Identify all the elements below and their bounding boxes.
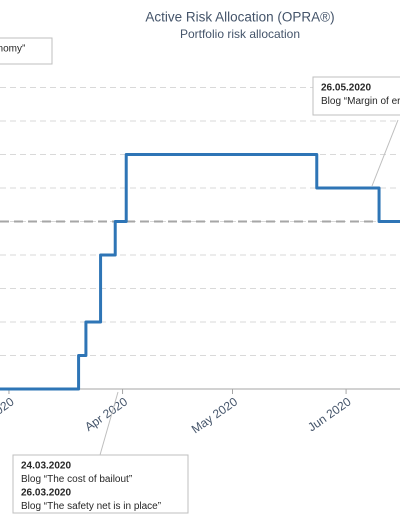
- x-tick-label: Mar 2020: [0, 394, 17, 435]
- annotation-text: Blog “Margin of error”: [321, 96, 400, 107]
- chart-subtitle: Portfolio risk allocation: [180, 27, 300, 41]
- x-tick-label: Apr 2020: [82, 394, 130, 434]
- chart-title: Active Risk Allocation (OPRA®): [145, 10, 334, 25]
- annotation-leader: [371, 119, 399, 187]
- annotation-text: 26.05.2020: [321, 83, 371, 94]
- annotation-text: onomy”: [0, 44, 25, 55]
- annotation-text: Blog “The cost of bailout”: [21, 474, 132, 485]
- annotation-box: [12, 454, 189, 514]
- annotation-box: [312, 76, 400, 116]
- series-line: [0, 153, 400, 391]
- x-tick-label: May 2020: [189, 394, 240, 436]
- annotation-leader: [99, 391, 119, 456]
- annotation-text: 26.03.2020: [21, 488, 71, 499]
- annotation-text: Blog “The safety net is in place”: [21, 501, 161, 512]
- annotation-box: [0, 37, 53, 65]
- annotation-text: 24.03.2020: [21, 461, 71, 472]
- x-tick-label: Jun 2020: [305, 394, 354, 434]
